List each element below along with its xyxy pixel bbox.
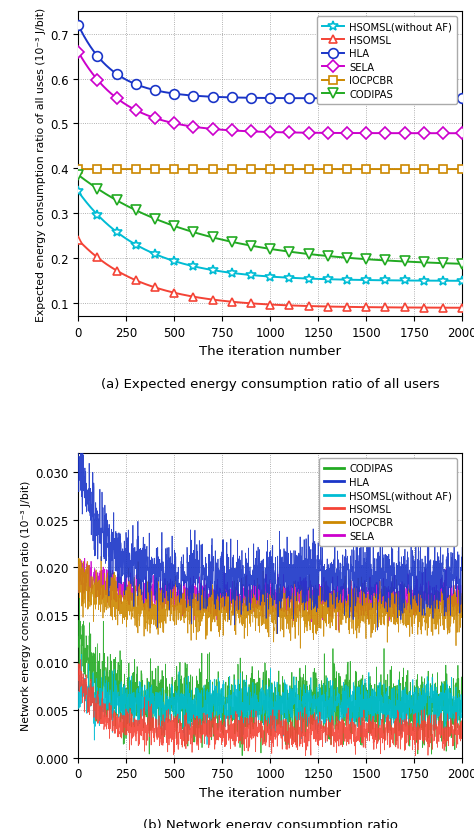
X-axis label: The iteration number: The iteration number bbox=[199, 786, 341, 799]
Legend: CODIPAS, HLA, HSOMSL(without AF), HSOMSL, IOCPCBR, SELA: CODIPAS, HLA, HSOMSL(without AF), HSOMSL… bbox=[319, 459, 457, 546]
Text: (b) Network energy consumption ratio: (b) Network energy consumption ratio bbox=[143, 818, 398, 828]
Y-axis label: Expected energy consumption ratio of all uses (10⁻³ J/bit): Expected energy consumption ratio of all… bbox=[36, 7, 46, 321]
Legend: HSOMSL(without AF), HSOMSL, HLA, SELA, IOCPCBR, CODIPAS: HSOMSL(without AF), HSOMSL, HLA, SELA, I… bbox=[317, 17, 457, 105]
X-axis label: The iteration number: The iteration number bbox=[199, 344, 341, 358]
Text: (a) Expected energy consumption ratio of all users: (a) Expected energy consumption ratio of… bbox=[101, 378, 439, 390]
Y-axis label: Network energy consumption ratio (10⁻³ J/bit): Network energy consumption ratio (10⁻³ J… bbox=[21, 480, 31, 730]
